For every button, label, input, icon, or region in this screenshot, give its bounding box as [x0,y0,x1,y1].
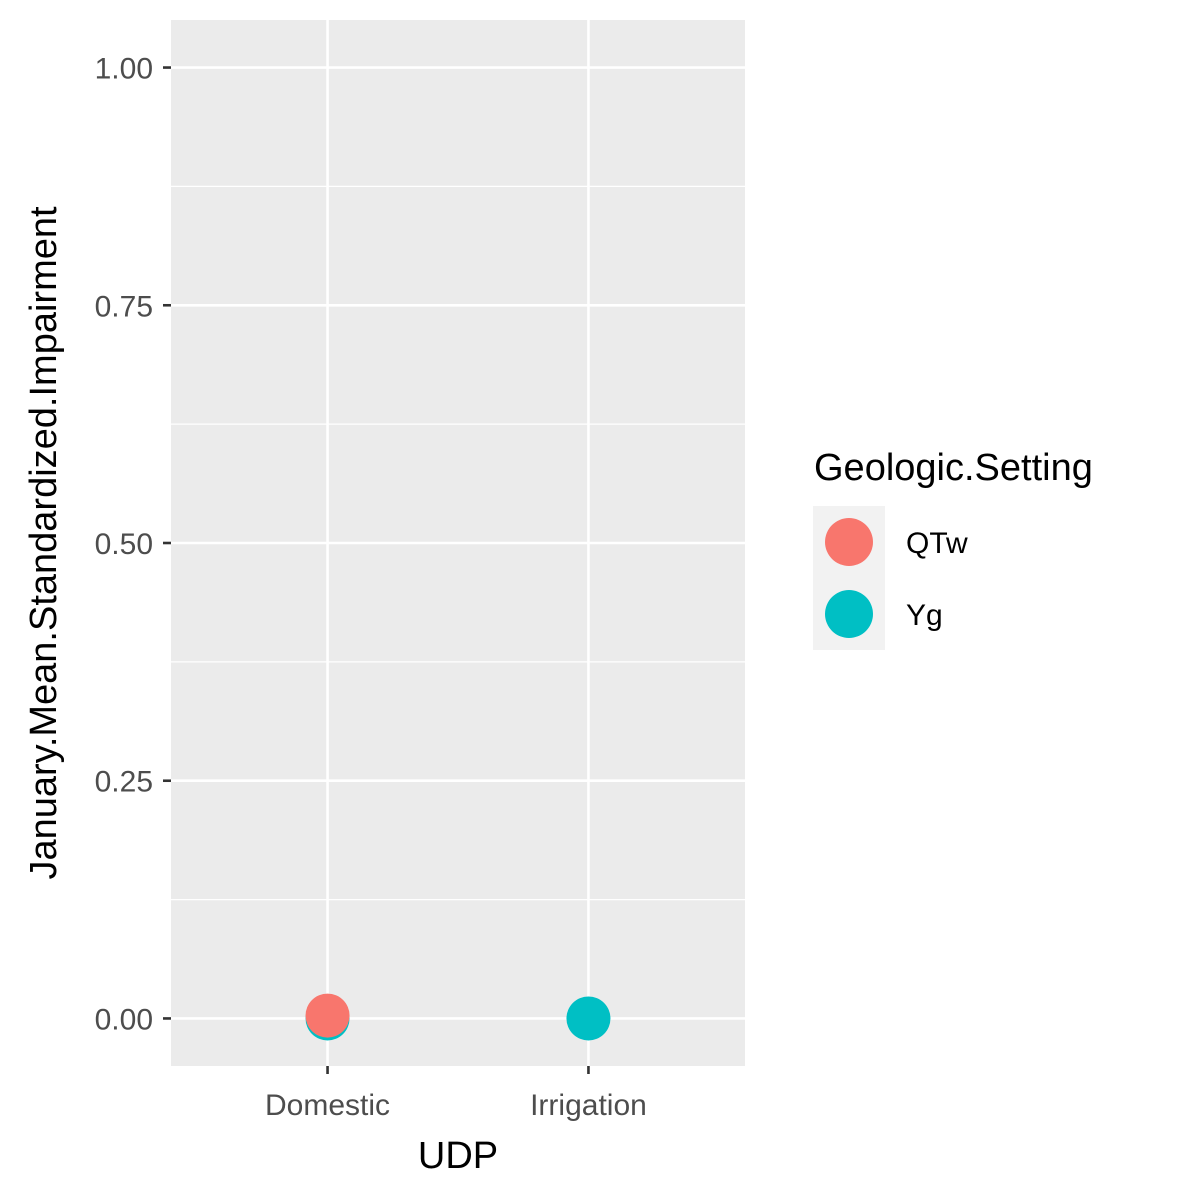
y-tick-label: 0.50 [95,528,153,561]
y-axis-title: January.Mean.Standardized.Impairment [23,206,65,880]
legend-title: Geologic.Setting [814,447,1093,489]
data-point-yg [566,996,611,1041]
grid-lines [171,20,745,1066]
x-tick-label: Domestic [265,1089,390,1122]
x-axis-title: UDP [418,1135,498,1177]
x-tick-label: Irrigation [530,1089,647,1122]
data-point-qtw [305,993,350,1038]
legend-label-yg: Yg [906,599,943,632]
legend-label-qtw: QTw [906,527,968,560]
legend: Geologic.Setting QTw Yg [813,447,1093,650]
legend-key-qtw [825,518,873,566]
data-points [305,993,611,1041]
y-tick-label: 0.75 [95,290,153,323]
y-tick-label: 0.25 [95,766,153,799]
y-tick-label: 1.00 [95,53,153,86]
axes: 0.00 0.25 0.50 0.75 1.00 Domestic Irrigation [95,53,647,1122]
legend-key-yg [825,590,873,638]
y-tick-label: 0.00 [95,1003,153,1036]
